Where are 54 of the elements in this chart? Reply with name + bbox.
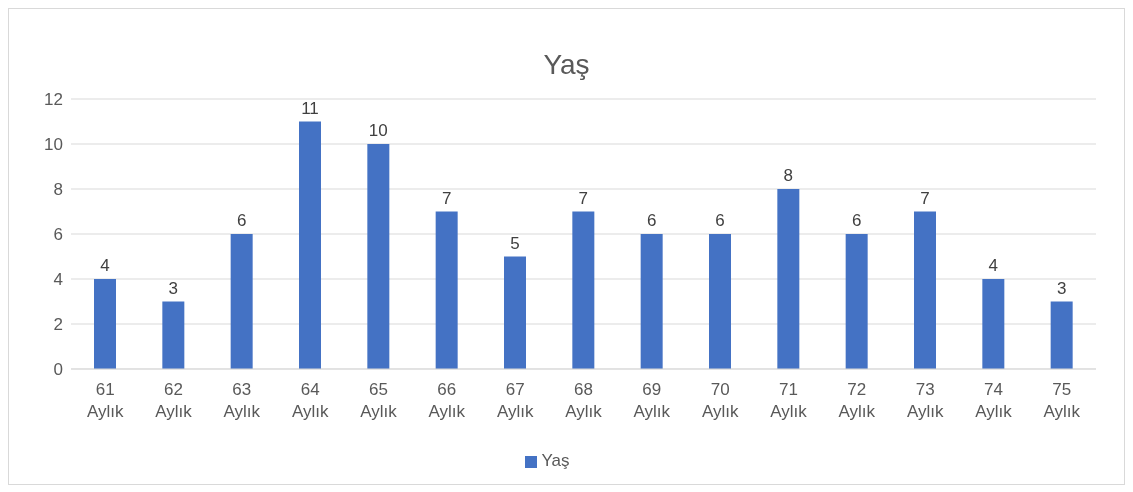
bar: [845, 234, 868, 369]
data-label: 7: [441, 188, 452, 208]
bar: [504, 256, 526, 369]
x-tick-label: 75 Aylık: [1043, 380, 1081, 421]
y-tick-label: 6: [53, 225, 63, 245]
x-tick-label: 71 Aylık: [770, 380, 808, 421]
y-tick-label: 4: [53, 270, 63, 290]
x-tick-label: 62 Aylık: [155, 380, 193, 421]
x-tick-label: 68 Aylık: [565, 380, 603, 421]
x-tick-label: 70 Aylık: [701, 380, 739, 421]
y-tick-label: 10: [44, 135, 63, 155]
data-label: 10: [368, 121, 388, 140]
data-label: 8: [783, 166, 794, 185]
y-tick-label: 2: [53, 315, 63, 335]
x-tick-label: 72 Aylık: [838, 380, 876, 421]
data-label: 6: [646, 211, 657, 230]
data-label: 7: [578, 188, 589, 208]
legend-label: Yaş: [541, 451, 570, 470]
data-label: 6: [236, 211, 247, 230]
bar: [640, 234, 663, 369]
data-label: 11: [301, 98, 319, 118]
bar: [572, 211, 595, 369]
data-label: 4: [100, 256, 110, 275]
x-tick-label: 65 Aylık: [360, 380, 398, 421]
bar: [162, 301, 185, 369]
bar: [709, 234, 731, 369]
x-tick-label: 69 Aylık: [633, 380, 671, 421]
bar: [367, 144, 390, 369]
bar: [435, 211, 458, 369]
x-tick-label: 73 Aylık: [906, 380, 944, 421]
chart-title: Yaş: [542, 48, 591, 81]
bar: [1050, 301, 1073, 369]
x-tick-label: 67 Aylık: [496, 380, 534, 421]
data-label: 7: [920, 188, 930, 208]
data-label: 4: [988, 256, 999, 275]
y-tick-label: 0: [53, 360, 63, 380]
bar: [777, 189, 800, 369]
x-tick-label: 74 Aylık: [975, 380, 1013, 421]
data-label: 3: [1056, 278, 1067, 298]
y-tick-label: 8: [53, 180, 63, 200]
data-label: 6: [715, 211, 725, 230]
y-tick-label: 12: [44, 90, 63, 110]
bar: [982, 279, 1005, 369]
x-tick-label: 61 Aylık: [86, 380, 124, 421]
data-label: 6: [851, 211, 862, 230]
bar: [914, 211, 936, 369]
bar: [299, 121, 321, 369]
x-tick-label: 66 Aylık: [428, 380, 466, 421]
bar: [230, 234, 253, 369]
data-label: 3: [168, 278, 179, 298]
x-tick-label: 64 Aylık: [291, 380, 329, 421]
data-label: 5: [510, 233, 520, 253]
bar: [94, 279, 116, 369]
x-tick-label: 63 Aylık: [223, 380, 261, 421]
